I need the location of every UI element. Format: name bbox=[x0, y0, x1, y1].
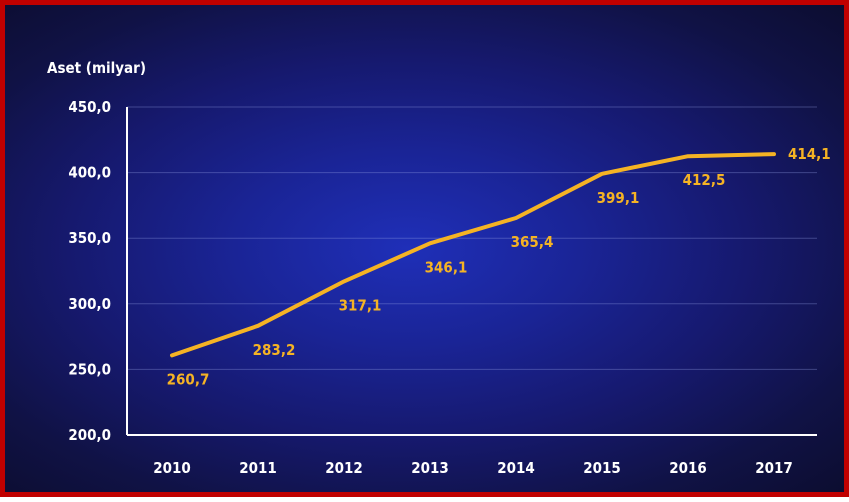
y-tick-label: 400,0 bbox=[68, 164, 111, 182]
x-tick-label: 2016 bbox=[669, 459, 707, 477]
data-label: 399,1 bbox=[597, 189, 640, 207]
data-labels: 260,7 283,2 317,1 346,1 365,4 399,1 412,5 414,1 bbox=[167, 145, 831, 388]
x-tick-label: 2017 bbox=[755, 459, 793, 477]
data-label: 283,2 bbox=[253, 341, 296, 359]
data-label: 365,4 bbox=[511, 233, 554, 251]
x-tick-label: 2013 bbox=[411, 459, 449, 477]
x-tick-label: 2012 bbox=[325, 459, 363, 477]
data-label: 414,1 bbox=[788, 145, 831, 163]
x-tick-label: 2015 bbox=[583, 459, 621, 477]
data-label: 317,1 bbox=[339, 296, 382, 314]
gridlines bbox=[127, 106, 817, 370]
y-tick-labels: 200,0 250,0 300,0 350,0 400,0 450,0 bbox=[68, 98, 111, 444]
y-tick-label: 450,0 bbox=[68, 98, 111, 116]
x-tick-label: 2010 bbox=[153, 459, 191, 477]
y-tick-label: 250,0 bbox=[68, 360, 111, 378]
line-chart: Aset (milyar) 200,0 250,0 300,0 350,0 400,0 4… bbox=[47, 59, 831, 477]
y-tick-label: 350,0 bbox=[68, 229, 111, 247]
x-tick-label: 2011 bbox=[239, 459, 277, 477]
y-tick-label: 200,0 bbox=[68, 426, 111, 444]
data-label: 412,5 bbox=[683, 171, 726, 189]
y-axis-title: Aset (milyar) bbox=[47, 59, 146, 77]
series-line bbox=[170, 152, 776, 358]
data-label: 346,1 bbox=[425, 258, 468, 276]
x-tick-labels: 2010 2011 2012 2013 2014 2015 2016 2017 bbox=[153, 459, 793, 477]
y-tick-label: 300,0 bbox=[68, 295, 111, 313]
data-label: 260,7 bbox=[167, 370, 210, 388]
x-tick-label: 2014 bbox=[497, 459, 535, 477]
